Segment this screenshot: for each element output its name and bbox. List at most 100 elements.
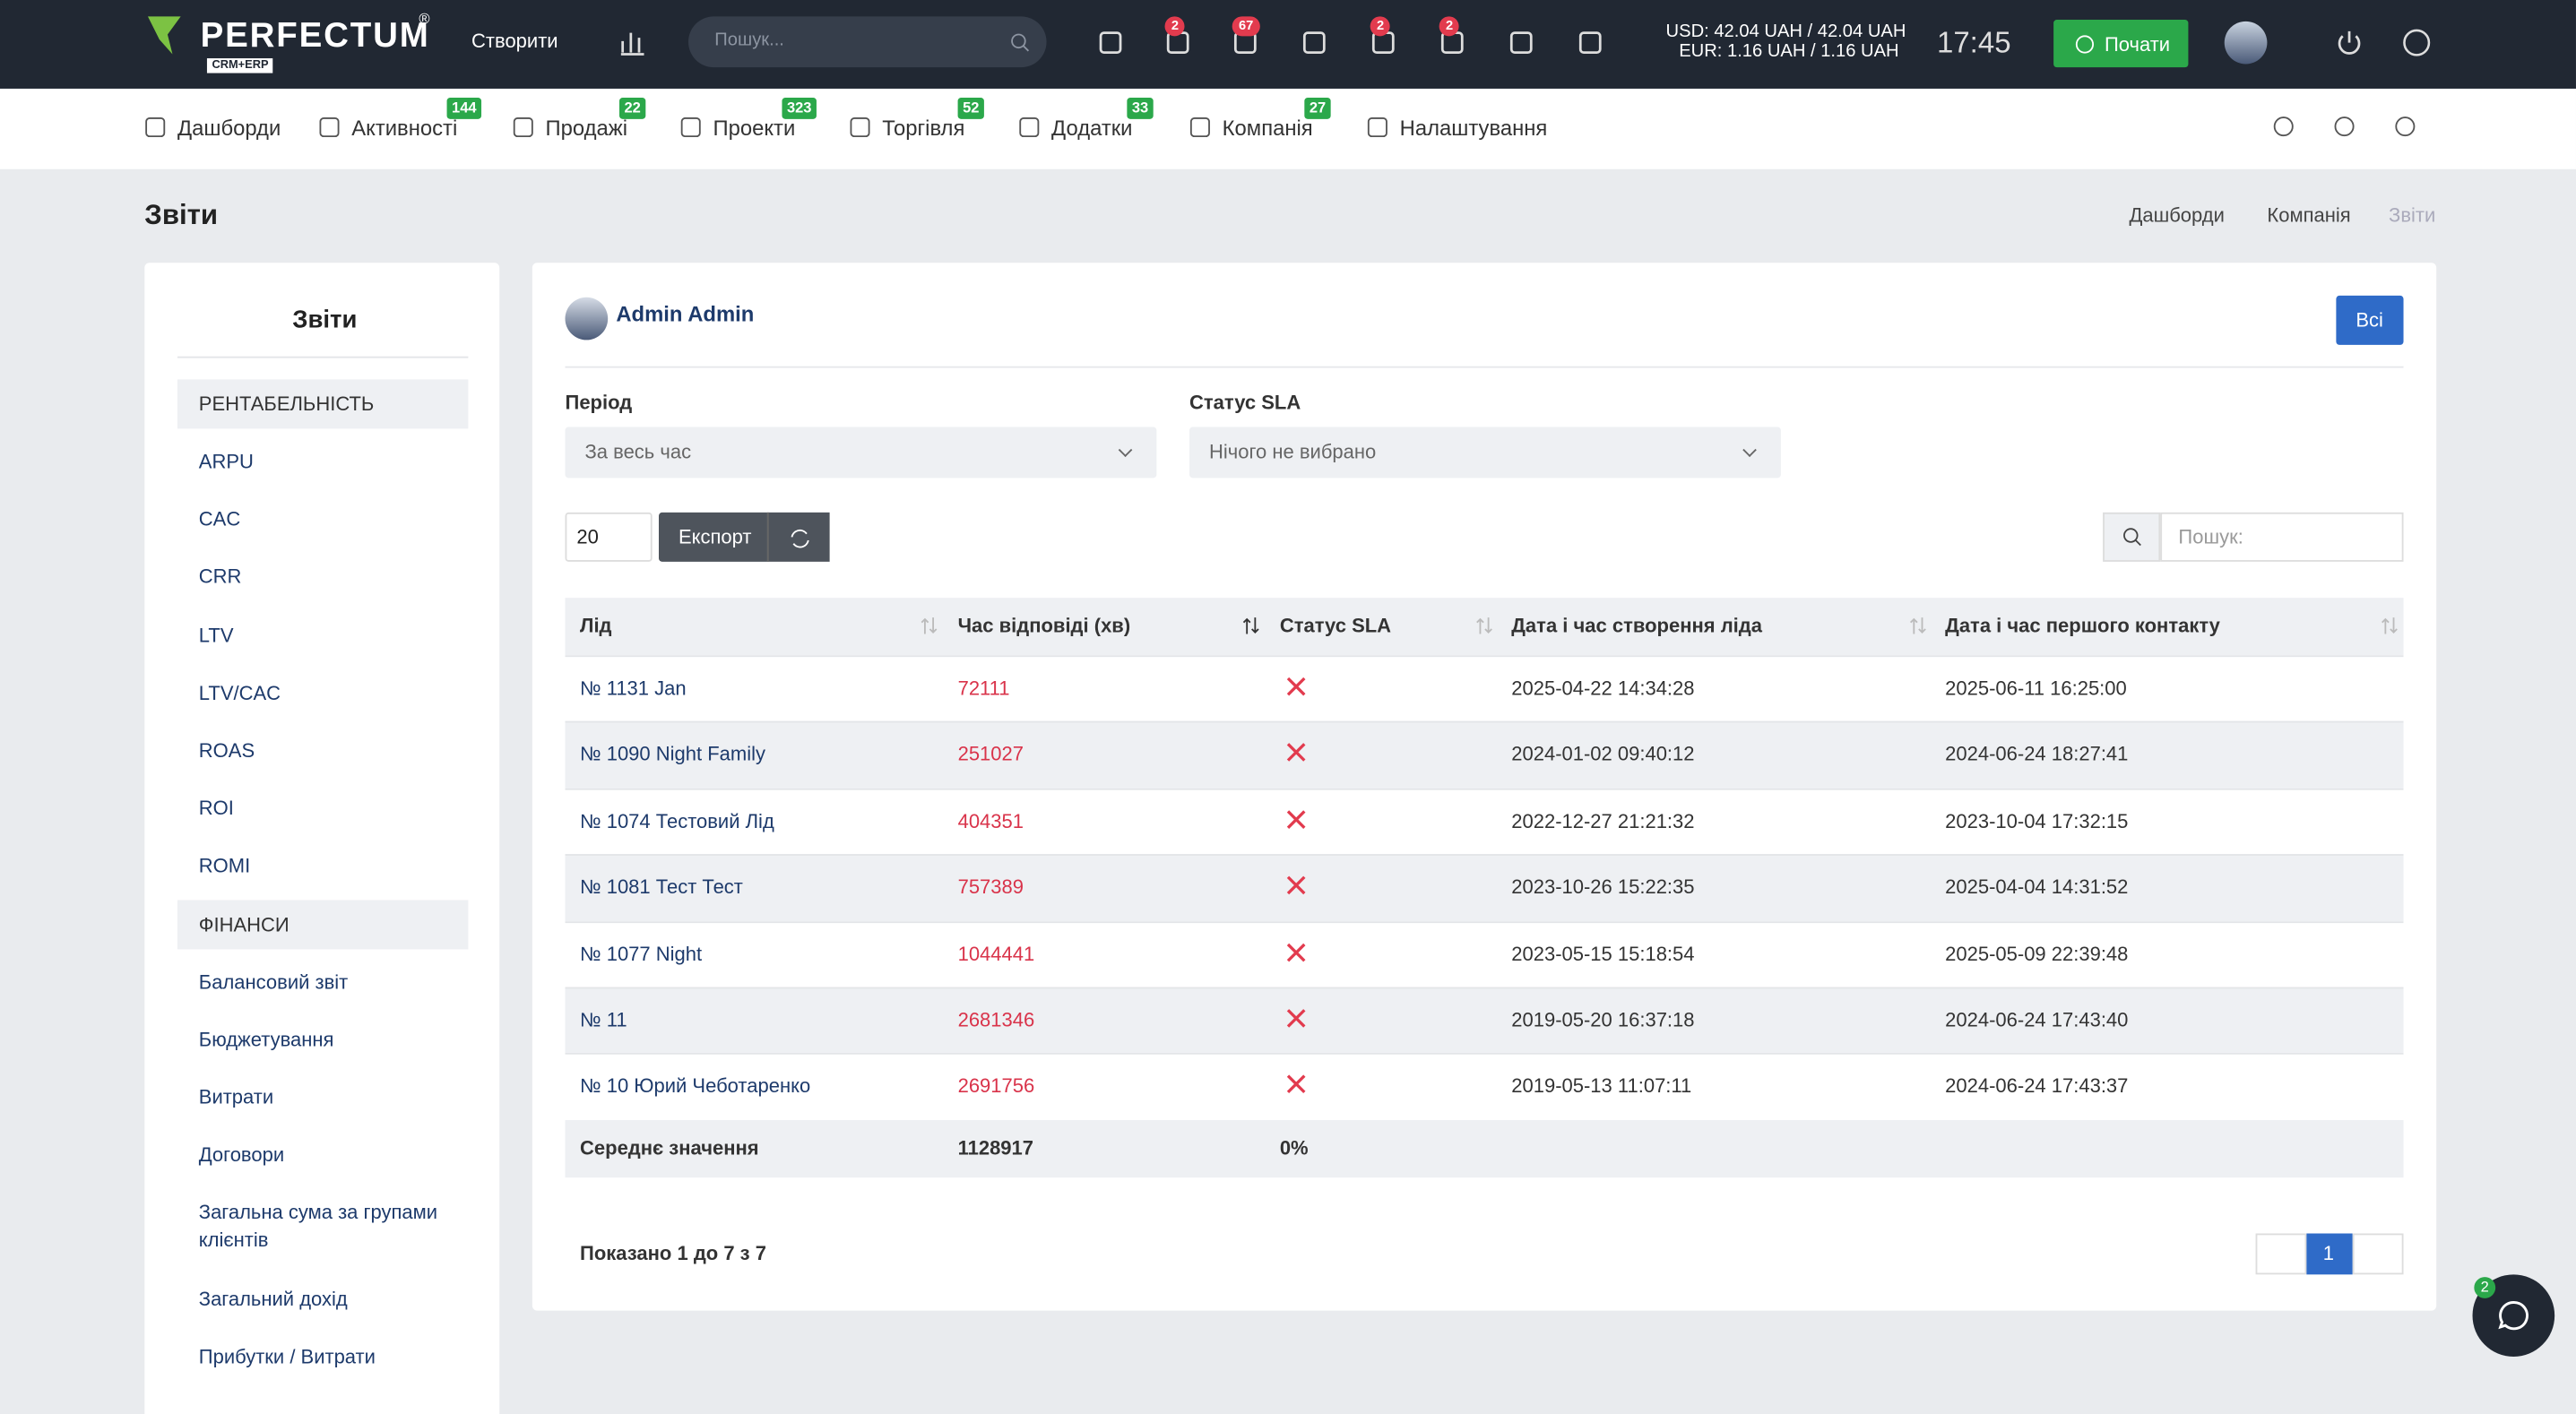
lead-link[interactable]: № 1090 Night Family bbox=[580, 743, 765, 766]
sidebar-link[interactable]: Договори bbox=[198, 1143, 285, 1167]
toolbar-icon[interactable] bbox=[1576, 28, 1605, 57]
nav-item[interactable]: Додатки bbox=[1051, 116, 1133, 141]
toolbar-icon[interactable] bbox=[1507, 28, 1536, 57]
filter-select[interactable]: Нічого не вибрано bbox=[1189, 427, 1781, 479]
all-button[interactable]: Всі bbox=[2336, 295, 2404, 345]
nav-tool-icon[interactable] bbox=[2333, 115, 2356, 138]
breadcrumb: Звіти bbox=[2389, 203, 2436, 227]
sidebar-link[interactable]: Витрати bbox=[198, 1085, 274, 1109]
sort-icon[interactable] bbox=[1242, 616, 1262, 635]
lead-link[interactable]: № 1077 Night bbox=[580, 942, 703, 966]
help-icon[interactable] bbox=[2402, 28, 2432, 57]
lead-link[interactable]: № 11 bbox=[580, 1008, 627, 1032]
column-header[interactable]: Час відповіді (хв) bbox=[957, 614, 1131, 638]
sidebar-link[interactable]: CRR bbox=[198, 565, 242, 589]
column-header[interactable]: Статус SLA bbox=[1279, 614, 1392, 638]
search-icon[interactable] bbox=[1010, 33, 1030, 53]
breadcrumb[interactable]: Компанія bbox=[2267, 203, 2351, 227]
column-header[interactable]: Дата і час першого контакту bbox=[1945, 614, 2220, 638]
nav-item[interactable]: Активності bbox=[351, 116, 458, 141]
sla-fail-icon[interactable] bbox=[1284, 675, 1308, 698]
sidebar-link[interactable]: Бюджетування bbox=[198, 1028, 334, 1051]
sidebar-link[interactable]: CAC bbox=[198, 507, 241, 531]
nav-item[interactable]: Торгівля bbox=[882, 116, 965, 141]
refresh-button[interactable] bbox=[766, 512, 830, 562]
lead-link[interactable]: № 1131 Jan bbox=[580, 677, 687, 700]
nav-icon[interactable] bbox=[850, 116, 873, 140]
nav-icon[interactable] bbox=[680, 116, 704, 140]
page-current[interactable]: 1 bbox=[2306, 1233, 2353, 1275]
sort-icon[interactable] bbox=[1909, 616, 1929, 635]
sidebar-link[interactable]: Загальний дохід bbox=[198, 1287, 348, 1311]
nav-icon[interactable] bbox=[144, 116, 168, 140]
sidebar-link[interactable]: ROAS bbox=[198, 738, 255, 763]
nav-badge: 33 bbox=[1127, 98, 1154, 119]
sidebar-link[interactable]: ROI bbox=[198, 797, 234, 820]
table-search[interactable]: Пошук: bbox=[2160, 512, 2404, 562]
sla-fail-icon[interactable] bbox=[1284, 874, 1308, 897]
sla-fail-icon[interactable] bbox=[1284, 1007, 1308, 1030]
page-size[interactable]: 20 bbox=[565, 512, 653, 562]
nav-icon[interactable] bbox=[1018, 116, 1042, 140]
lead-link[interactable]: № 1074 Тестовий Лід bbox=[580, 809, 774, 832]
table-row bbox=[565, 788, 2404, 855]
nav-icon[interactable] bbox=[1189, 116, 1213, 140]
export-button[interactable]: Експорт bbox=[658, 512, 767, 562]
sidebar-link[interactable]: LTV/CAC bbox=[198, 681, 281, 704]
sort-icon[interactable] bbox=[920, 616, 939, 635]
power-icon[interactable] bbox=[2335, 28, 2364, 57]
start-button[interactable]: Почати bbox=[2053, 19, 2189, 68]
nav-item[interactable]: Продажі bbox=[545, 116, 628, 141]
nav-item[interactable]: Налаштування bbox=[1399, 116, 1548, 141]
created-at: 2022-12-27 21:21:32 bbox=[1511, 809, 1695, 832]
nav-bar bbox=[0, 88, 2576, 169]
search-box[interactable]: Пошук... bbox=[687, 16, 1047, 68]
nav-tool-icon[interactable] bbox=[2394, 115, 2417, 138]
group-header[interactable] bbox=[177, 379, 469, 429]
sla-fail-icon[interactable] bbox=[1284, 807, 1308, 831]
nav-item[interactable]: Компанія bbox=[1222, 116, 1313, 141]
toolbar-icon[interactable] bbox=[1096, 28, 1126, 57]
sla-fail-icon[interactable] bbox=[1284, 1073, 1308, 1097]
sort-icon[interactable] bbox=[1475, 616, 1495, 635]
avatar[interactable] bbox=[2224, 21, 2268, 65]
stats-icon[interactable] bbox=[619, 26, 649, 56]
nav-item[interactable]: Дашборди bbox=[177, 116, 281, 141]
search-icon[interactable] bbox=[2122, 527, 2142, 547]
breadcrumb[interactable]: Дашборди bbox=[2129, 203, 2225, 227]
sidebar-link[interactable]: Загальна сума за групами клієнтів bbox=[198, 1201, 438, 1253]
refresh-icon[interactable] bbox=[789, 527, 812, 550]
nav-icon[interactable] bbox=[319, 116, 342, 140]
response-time: 72111 bbox=[957, 677, 1010, 700]
nav-item[interactable]: Проекти bbox=[713, 116, 796, 141]
sidebar-link[interactable]: ROMI bbox=[198, 854, 251, 878]
sla-fail-icon[interactable] bbox=[1284, 941, 1308, 964]
sidebar-link[interactable]: Прибутки / Витрати bbox=[198, 1345, 376, 1368]
sidebar-link[interactable]: Балансовий звіт bbox=[198, 970, 349, 994]
lead-link[interactable]: № 10 Юрий Чеботаренко bbox=[580, 1074, 811, 1099]
column-header[interactable]: Лід bbox=[580, 614, 612, 638]
page-prev[interactable] bbox=[2255, 1233, 2307, 1275]
lead-link[interactable]: № 1081 Тест Тест bbox=[580, 875, 743, 899]
chat-icon[interactable] bbox=[2497, 1299, 2530, 1332]
nav-icon[interactable] bbox=[1367, 116, 1390, 140]
page-next[interactable] bbox=[2352, 1233, 2404, 1275]
sla-fail-icon[interactable] bbox=[1284, 741, 1308, 764]
sort-icon[interactable] bbox=[2381, 616, 2400, 635]
start-icon[interactable] bbox=[2075, 34, 2095, 54]
column-header[interactable]: Дата і час створення ліда bbox=[1511, 614, 1762, 638]
search-input: Пошук... bbox=[714, 30, 784, 50]
page-number: 1 bbox=[2322, 1241, 2334, 1265]
nav-icon[interactable] bbox=[513, 116, 536, 140]
sidebar-link[interactable]: LTV bbox=[198, 623, 234, 647]
sidebar-link[interactable]: ARPU bbox=[198, 450, 254, 473]
filter-select[interactable]: За весь час bbox=[565, 427, 1157, 479]
logo-mark: ® bbox=[419, 10, 430, 28]
toolbar-icon[interactable] bbox=[1300, 28, 1329, 57]
first-contact: 2025-06-11 16:25:00 bbox=[1945, 677, 2127, 700]
create-menu[interactable]: Створити bbox=[471, 29, 558, 53]
nav-tool-icon[interactable] bbox=[2272, 115, 2295, 138]
group-header[interactable] bbox=[177, 899, 469, 949]
logo-icon[interactable] bbox=[144, 13, 187, 63]
user-name[interactable]: Admin Admin bbox=[616, 301, 755, 326]
